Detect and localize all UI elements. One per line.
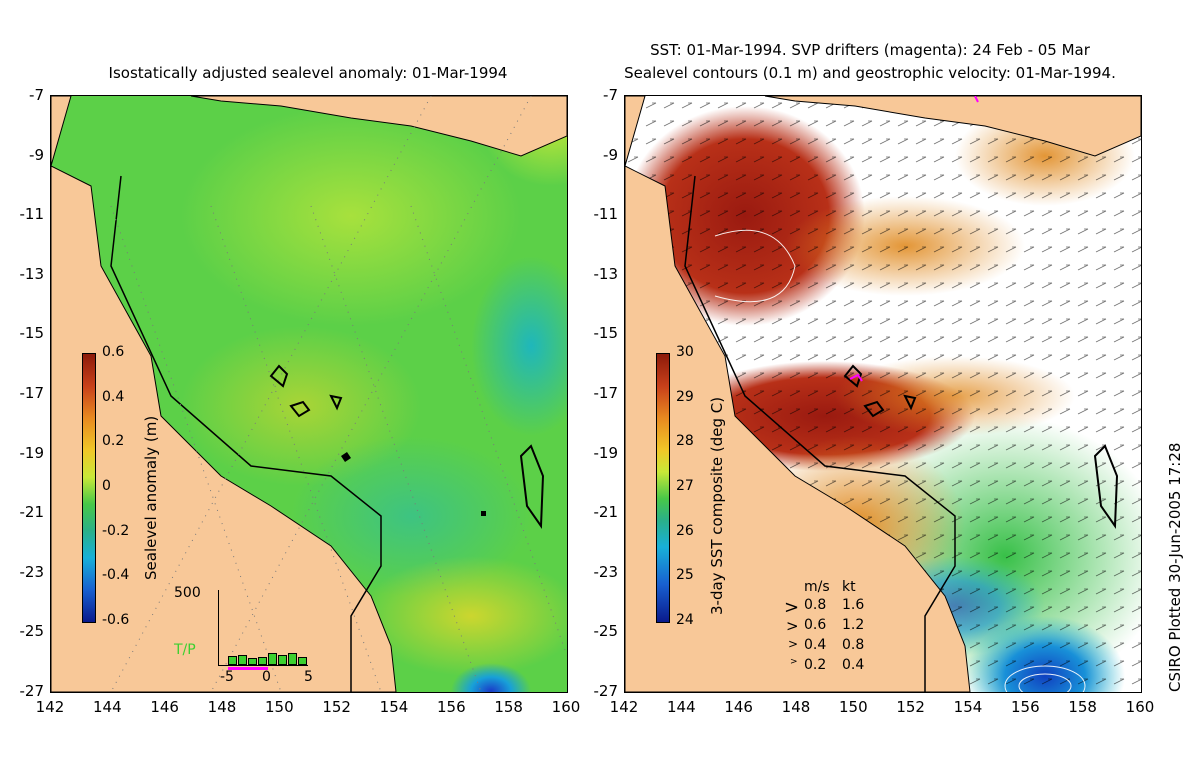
velocity-arrow-glyph: > <box>786 617 799 635</box>
histogram-bar <box>248 658 257 665</box>
right-lat-tick: -21 <box>593 503 619 522</box>
velocity-kt-value: 1.6 <box>842 597 865 613</box>
histogram-bar <box>258 657 267 665</box>
left-lat-tick: -25 <box>19 622 45 641</box>
velocity-kt-value: 1.2 <box>842 617 865 633</box>
sst-colorbar-tick: 26 <box>676 522 694 539</box>
histogram-source-label: T/P <box>174 642 196 658</box>
left-lat-tick: -23 <box>19 562 45 581</box>
right-lat-tick: -11 <box>593 205 619 224</box>
histogram-y-axis <box>218 590 219 665</box>
left-lat-tick: -21 <box>19 503 45 522</box>
sst-colorbar-tick: 28 <box>676 433 694 450</box>
velocity-ms-value: 0.4 <box>804 637 827 653</box>
histogram-bar <box>278 655 287 665</box>
left-lon-tick: 158 <box>494 698 523 716</box>
left-lat-tick: -27 <box>19 682 45 700</box>
sst-colorbar-tick: 25 <box>676 567 694 584</box>
histogram-x-tick-0: 0 <box>262 669 271 685</box>
left-lon-tick: 144 <box>93 698 122 716</box>
left-lon-tick: 160 <box>551 698 581 716</box>
sst-colorbar <box>656 353 670 623</box>
right-lat-tick: -15 <box>593 324 619 343</box>
right-lon-tick: 150 <box>839 698 868 716</box>
histogram-bar <box>268 653 277 665</box>
left-lon-tick: 148 <box>207 698 237 716</box>
left-lon-tick: 156 <box>437 698 466 716</box>
right-lat-tick: -7 <box>603 86 618 104</box>
left-lat-tick: -15 <box>19 324 45 343</box>
left-lat-tick: -11 <box>19 205 45 224</box>
histogram-y-max-label: 500 <box>174 585 201 601</box>
right-lat-tick: -13 <box>593 264 619 283</box>
sst-colorbar-tick: 29 <box>676 388 694 405</box>
sealevel-colorbar-tick: 0 <box>102 478 111 494</box>
velocity-arrow-glyph: > <box>790 657 798 667</box>
sst-colorbar-label: 3-day SST composite (deg C) <box>708 396 726 615</box>
left-lat-tick: -17 <box>19 384 45 402</box>
right-panel-title-line2: Sealevel contours (0.1 m) and geostrophi… <box>624 64 1116 82</box>
sst-colorbar-tick: 24 <box>676 612 694 628</box>
velocity-ms-value: 0.6 <box>804 617 827 633</box>
right-lon-tick: 156 <box>1011 698 1040 716</box>
histogram-x-tick-neg5: -5 <box>220 669 234 685</box>
histogram-bar <box>238 655 247 665</box>
sealevel-colorbar <box>82 353 96 623</box>
left-lat-tick: -19 <box>19 443 45 462</box>
sealevel-colorbar-tick: 0.6 <box>102 344 125 360</box>
sealevel-colorbar-tick: -0.4 <box>102 567 130 584</box>
velocity-kt-value: 0.4 <box>842 657 865 673</box>
histogram-bar <box>228 656 237 665</box>
right-lat-tick: -9 <box>603 145 618 164</box>
right-lon-tick: 152 <box>896 698 925 716</box>
histogram-bar <box>298 657 307 665</box>
sealevel-colorbar-tick: 0.2 <box>102 433 125 450</box>
credit-text: CSIRO Plotted 30-Jun-2005 17:28 <box>1166 442 1184 692</box>
right-lon-tick: 146 <box>724 698 753 716</box>
velocity-legend-header-ms: m/s <box>804 579 830 595</box>
right-lat-tick: -25 <box>593 622 619 641</box>
sst-colorbar-tick: 27 <box>676 478 694 494</box>
velocity-legend: m/s kt >0.8 1.6 >0.6 1.2 >0.4 0.8 >0.2 0.4 <box>780 579 890 673</box>
velocity-kt-value: 0.8 <box>842 637 865 653</box>
histogram-drifter-bar <box>228 667 268 670</box>
right-panel-title-line1: SST: 01-Mar-1994. SVP drifters (magenta)… <box>650 41 1090 59</box>
sealevel-colorbar-tick: -0.6 <box>102 612 130 628</box>
right-lon-tick: 144 <box>667 698 696 716</box>
right-lon-tick: 148 <box>781 698 811 716</box>
histogram-inset: 500 T/P -5 0 5 <box>170 585 320 685</box>
right-lat-tick: -27 <box>593 682 619 700</box>
left-lat-tick: -9 <box>29 145 44 164</box>
right-lon-tick: 154 <box>953 698 983 716</box>
histogram-x-tick-5: 5 <box>304 669 313 685</box>
velocity-arrow-glyph: > <box>784 597 800 618</box>
velocity-ms-value: 0.2 <box>804 657 827 673</box>
sealevel-colorbar-label: Sealevel anomaly (m) <box>142 415 160 580</box>
left-lat-tick: -13 <box>19 264 45 283</box>
right-lon-tick: 142 <box>609 698 639 716</box>
sst-velocity-map <box>624 95 1142 693</box>
sealevel-anomaly-map <box>50 95 568 693</box>
velocity-legend-header-kt: kt <box>842 579 856 595</box>
left-panel-title: Isostatically adjusted sealevel anomaly:… <box>108 64 508 82</box>
left-lon-tick: 150 <box>265 698 294 716</box>
left-lon-tick: 152 <box>322 698 351 716</box>
right-lat-tick: -23 <box>593 562 619 581</box>
histogram-bar <box>288 653 297 665</box>
right-lat-tick: -19 <box>593 443 619 462</box>
left-lon-tick: 146 <box>150 698 179 716</box>
sealevel-colorbar-tick: 0.4 <box>102 388 125 405</box>
left-lat-tick: -7 <box>29 86 44 104</box>
velocity-arrow-glyph: > <box>788 637 799 651</box>
velocity-ms-value: 0.8 <box>804 597 827 613</box>
right-lat-tick: -17 <box>593 384 619 402</box>
sealevel-colorbar-tick: -0.2 <box>102 522 130 539</box>
histogram-x-axis <box>218 665 308 666</box>
right-lon-tick: 158 <box>1068 698 1097 716</box>
left-lon-tick: 154 <box>379 698 409 716</box>
sst-colorbar-tick: 30 <box>676 344 694 360</box>
right-lon-tick: 160 <box>1125 698 1155 716</box>
left-lon-tick: 142 <box>35 698 65 716</box>
